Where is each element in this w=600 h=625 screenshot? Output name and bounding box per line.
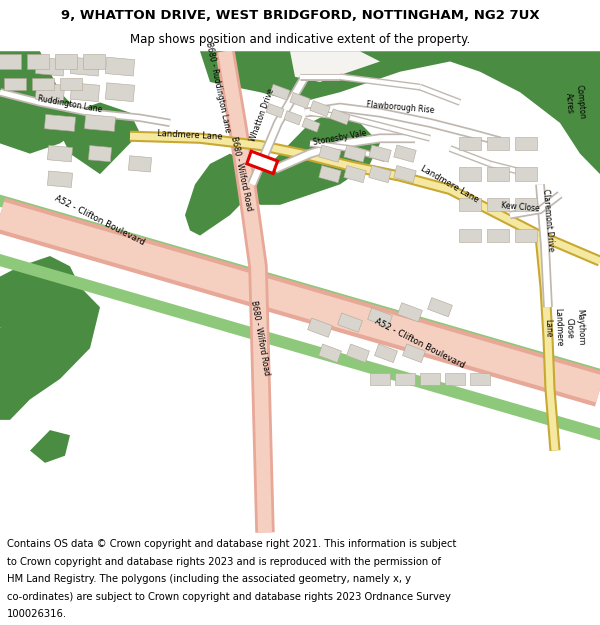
Bar [85,114,116,131]
Bar [35,82,65,102]
Bar [0,54,21,69]
Bar [394,166,416,182]
Bar [35,58,65,76]
Bar [270,84,290,100]
Text: Landmere Lane: Landmere Lane [157,129,223,141]
Text: co-ordinates) are subject to Crown copyright and database rights 2023 Ordnance S: co-ordinates) are subject to Crown copyr… [7,592,451,602]
Bar [55,54,77,69]
Bar [420,373,440,384]
Polygon shape [30,430,70,463]
Bar [487,168,509,181]
Bar [88,146,112,162]
Bar [47,171,73,187]
Bar [515,229,537,242]
Text: HM Land Registry. The polygons (including the associated geometry, namely x, y: HM Land Registry. The polygons (includin… [7,574,411,584]
Bar [319,344,341,362]
Text: Ruddington Lane: Ruddington Lane [37,94,103,114]
Text: Map shows position and indicative extent of the property.: Map shows position and indicative extent… [130,34,470,46]
Bar [369,166,391,182]
Bar [319,166,341,182]
Bar [398,302,422,322]
Bar [308,318,332,338]
Bar [470,373,490,384]
Polygon shape [0,287,100,420]
Bar [32,78,54,90]
Bar [515,137,537,150]
Bar [487,229,509,242]
Bar [47,146,73,162]
Bar [290,92,310,108]
Bar [344,166,366,182]
Bar [106,58,134,76]
Bar [369,145,391,162]
Bar [330,109,350,125]
Bar [70,58,100,76]
Text: B680 - Wilford Road: B680 - Wilford Road [249,300,271,376]
Bar [60,78,82,90]
Polygon shape [0,256,80,532]
Text: to Crown copyright and database rights 2023 and is reproduced with the permissio: to Crown copyright and database rights 2… [7,556,441,566]
Text: Contains OS data © Crown copyright and database right 2021. This information is : Contains OS data © Crown copyright and d… [7,539,457,549]
Text: Landmere
Lane: Landmere Lane [542,308,563,348]
Bar [83,54,105,69]
Polygon shape [0,51,90,154]
Text: Stonesby Vale: Stonesby Vale [313,129,367,148]
Bar [70,82,100,102]
Bar [44,114,76,131]
Text: 100026316.: 100026316. [7,609,67,619]
Bar [368,308,392,327]
Bar [428,298,452,317]
Polygon shape [60,102,140,174]
Bar [266,104,284,118]
Bar [403,344,425,362]
Bar [459,229,481,242]
Bar [347,344,370,362]
Text: Whatton Drive: Whatton Drive [248,87,276,142]
Polygon shape [240,112,380,205]
Bar [4,78,26,90]
Bar [487,137,509,150]
Text: B680 - Wilford Road: B680 - Wilford Road [229,136,253,212]
Bar [515,198,537,211]
Bar [247,151,278,174]
Text: Compton
Acres: Compton Acres [564,84,586,121]
Text: Landmere Lane: Landmere Lane [419,164,481,204]
Text: 9, WHATTON DRIVE, WEST BRIDGFORD, NOTTINGHAM, NG2 7UX: 9, WHATTON DRIVE, WEST BRIDGFORD, NOTTIN… [61,9,539,22]
Bar [310,101,330,116]
Text: Kew Close: Kew Close [500,201,539,213]
Text: A52 - Clifton Boulevard: A52 - Clifton Boulevard [373,316,467,370]
Bar [370,373,390,384]
Bar [284,111,302,125]
Bar [459,137,481,150]
Bar [319,145,341,162]
Text: Claremont Drive: Claremont Drive [541,189,555,252]
Polygon shape [290,51,380,82]
Polygon shape [0,194,600,381]
Polygon shape [0,254,600,441]
Bar [515,168,537,181]
Text: B680 - Ruddington Lane: B680 - Ruddington Lane [204,41,232,133]
Text: Flawborough Rise: Flawborough Rise [365,100,434,115]
Bar [374,344,397,362]
Bar [394,145,416,162]
Bar [487,198,509,211]
Bar [344,145,366,162]
Bar [445,373,465,384]
Polygon shape [185,154,260,236]
Bar [338,313,362,332]
Polygon shape [200,51,600,174]
Bar [27,54,49,69]
Bar [459,198,481,211]
Bar [302,118,320,132]
Bar [128,156,152,172]
Bar [395,373,415,384]
Text: A52 - Clifton Boulevard: A52 - Clifton Boulevard [53,194,146,247]
Text: Maythorn
Close: Maythorn Close [565,309,586,346]
Bar [106,82,134,102]
Bar [459,168,481,181]
